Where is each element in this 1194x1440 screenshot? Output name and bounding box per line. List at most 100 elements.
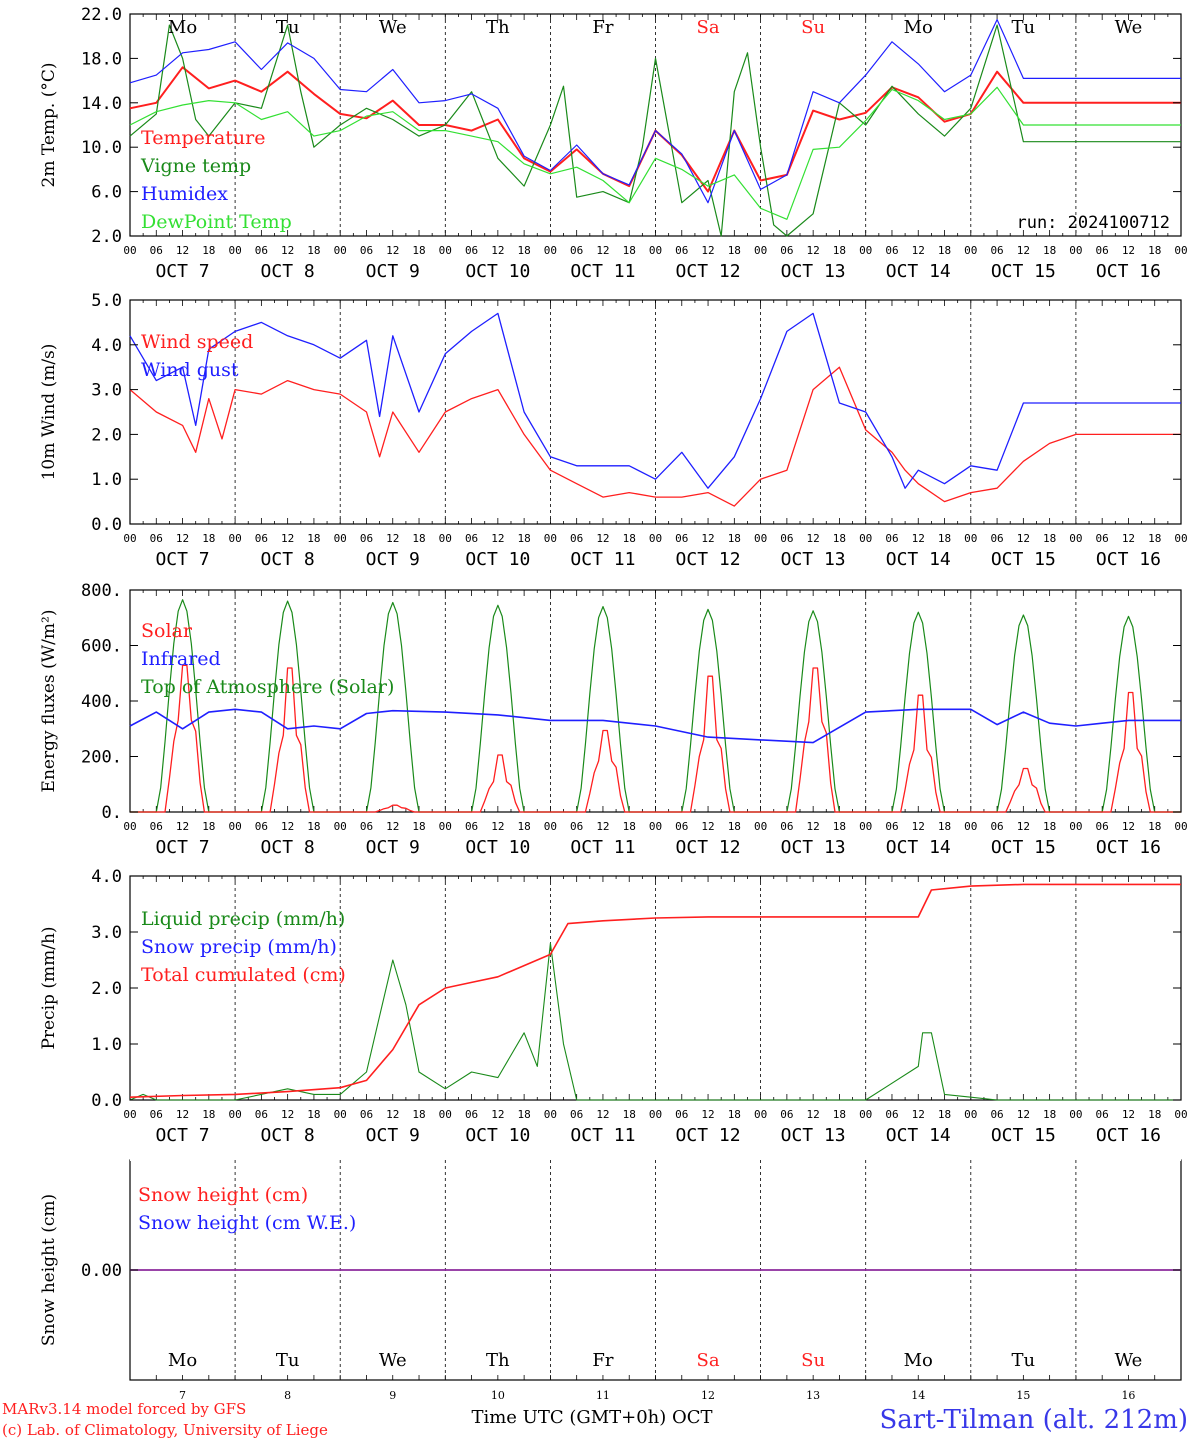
date-label: OCT 15 [991, 837, 1056, 858]
hour-tick-label: 18 [412, 1108, 425, 1121]
hour-tick-label: 06 [360, 532, 373, 545]
y-tick-label: 22.0 [81, 5, 122, 25]
hour-tick-label: 00 [1069, 1108, 1082, 1121]
x-axis-title: Time UTC (GMT+0h) OCT [471, 1407, 712, 1428]
hour-tick-label: 12 [386, 244, 399, 257]
y-axis-title: 2m Temp. (°C) [39, 62, 59, 187]
hour-tick-label: 12 [701, 532, 714, 545]
hour-tick-label: 00 [334, 820, 347, 833]
legend-entry: DewPoint Temp [141, 211, 292, 233]
hour-tick-label: 12 [1122, 244, 1135, 257]
hour-tick-label: 00 [859, 1108, 872, 1121]
hour-tick-label: 06 [570, 532, 583, 545]
weekday-label: We [379, 17, 407, 38]
panel-3-x-axis: 00 06 12 18 OCT 7 00 06 12 18 OCT 8 00 06 12 18 OCT 9 0… [123, 820, 1187, 858]
hour-tick-label: 12 [176, 244, 189, 257]
hour-tick-label: 18 [202, 244, 215, 257]
day-number-label: 14 [911, 1389, 925, 1402]
hour-tick-label: 12 [701, 1108, 714, 1121]
hour-tick-label: 06 [990, 532, 1003, 545]
hour-tick-label: 06 [990, 1108, 1003, 1121]
hour-tick-label: 18 [938, 244, 951, 257]
hour-tick-label: 18 [938, 532, 951, 545]
panel-1-x-axis: 00 06 12 18 OCT 7 00 06 12 18 OCT 8 00 06 12 18 OCT 9 0… [123, 244, 1187, 282]
hour-tick-label: 06 [780, 532, 793, 545]
weekday-label: Mo [168, 1350, 197, 1371]
hour-tick-label: 06 [675, 1108, 688, 1121]
hour-tick-label: 06 [885, 532, 898, 545]
hour-tick-label: 12 [281, 532, 294, 545]
hour-tick-label: 00 [439, 1108, 452, 1121]
hour-tick-label: 06 [990, 244, 1003, 257]
panel-2-legend: Wind speed Wind gust [141, 331, 253, 381]
hour-tick-label: 00 [1174, 820, 1187, 833]
legend-entry: Wind speed [141, 331, 253, 353]
legend-entry: Temperature [141, 127, 265, 149]
hour-tick-label: 06 [570, 244, 583, 257]
hour-tick-label: 12 [807, 820, 820, 833]
y-tick-label: 6.0 [91, 183, 122, 203]
y-tick-label: 4.0 [91, 867, 122, 887]
hour-tick-label: 18 [518, 532, 531, 545]
legend-entry: Snow height (cm) [138, 1184, 308, 1206]
hour-tick-label: 12 [596, 1108, 609, 1121]
hour-tick-label: 06 [150, 1108, 163, 1121]
hour-tick-label: 00 [649, 1108, 662, 1121]
panel-2-frame [129, 299, 1182, 525]
hour-tick-label: 00 [228, 244, 241, 257]
hour-tick-label: 18 [833, 820, 846, 833]
weekday-label: Fr [592, 17, 613, 38]
hour-tick-label: 00 [964, 1108, 977, 1121]
date-label: OCT 14 [886, 261, 951, 282]
hour-tick-label: 12 [1122, 532, 1135, 545]
hour-tick-label: 00 [649, 532, 662, 545]
date-label: OCT 13 [781, 549, 846, 570]
hour-tick-label: 12 [176, 532, 189, 545]
date-label: OCT 7 [155, 261, 209, 282]
hour-tick-label: 18 [202, 532, 215, 545]
y-tick-label: 14.0 [81, 94, 122, 114]
hour-tick-label: 18 [833, 1108, 846, 1121]
legend-entry: Liquid precip (mm/h) [141, 908, 345, 930]
hour-tick-label: 00 [859, 532, 872, 545]
hour-tick-label: 06 [780, 820, 793, 833]
date-label: OCT 7 [155, 1125, 209, 1146]
day-number-label: 7 [179, 1389, 186, 1402]
y-tick-label: 1.0 [91, 1035, 122, 1055]
y-tick-label: 5.0 [91, 291, 122, 311]
hour-tick-label: 12 [912, 532, 925, 545]
weekday-label: We [1115, 17, 1143, 38]
series-line-wind-speed [129, 366, 1181, 507]
hour-tick-label: 18 [202, 820, 215, 833]
hour-tick-label: 12 [281, 820, 294, 833]
series-line-solar [130, 664, 1181, 813]
date-label: OCT 9 [366, 549, 420, 570]
date-label: OCT 8 [261, 1125, 315, 1146]
series-line-total-cumulated [129, 883, 1181, 1098]
hour-tick-label: 18 [1148, 820, 1161, 833]
day-number-label: 11 [596, 1389, 610, 1402]
hour-tick-label: 12 [1017, 820, 1030, 833]
y-tick-label: 0.0 [91, 515, 122, 535]
hour-tick-label: 12 [596, 244, 609, 257]
date-label: OCT 7 [155, 837, 209, 858]
hour-tick-label: 12 [491, 1108, 504, 1121]
hour-tick-label: 00 [754, 1108, 767, 1121]
y-axis-title: Precip (mm/h) [39, 926, 59, 1049]
hour-tick-label: 06 [675, 244, 688, 257]
weekday-label: We [379, 1350, 407, 1371]
date-label: OCT 10 [465, 837, 530, 858]
date-label: OCT 12 [676, 261, 741, 282]
hour-tick-label: 12 [912, 1108, 925, 1121]
date-label: OCT 12 [676, 837, 741, 858]
hour-tick-label: 00 [334, 1108, 347, 1121]
hour-tick-label: 06 [1096, 532, 1109, 545]
day-number-label: 12 [701, 1389, 715, 1402]
hour-tick-label: 00 [123, 820, 136, 833]
hour-tick-label: 00 [123, 244, 136, 257]
hour-tick-label: 12 [1122, 1108, 1135, 1121]
date-label: OCT 12 [676, 1125, 741, 1146]
hour-tick-label: 12 [596, 820, 609, 833]
hour-tick-label: 00 [754, 532, 767, 545]
